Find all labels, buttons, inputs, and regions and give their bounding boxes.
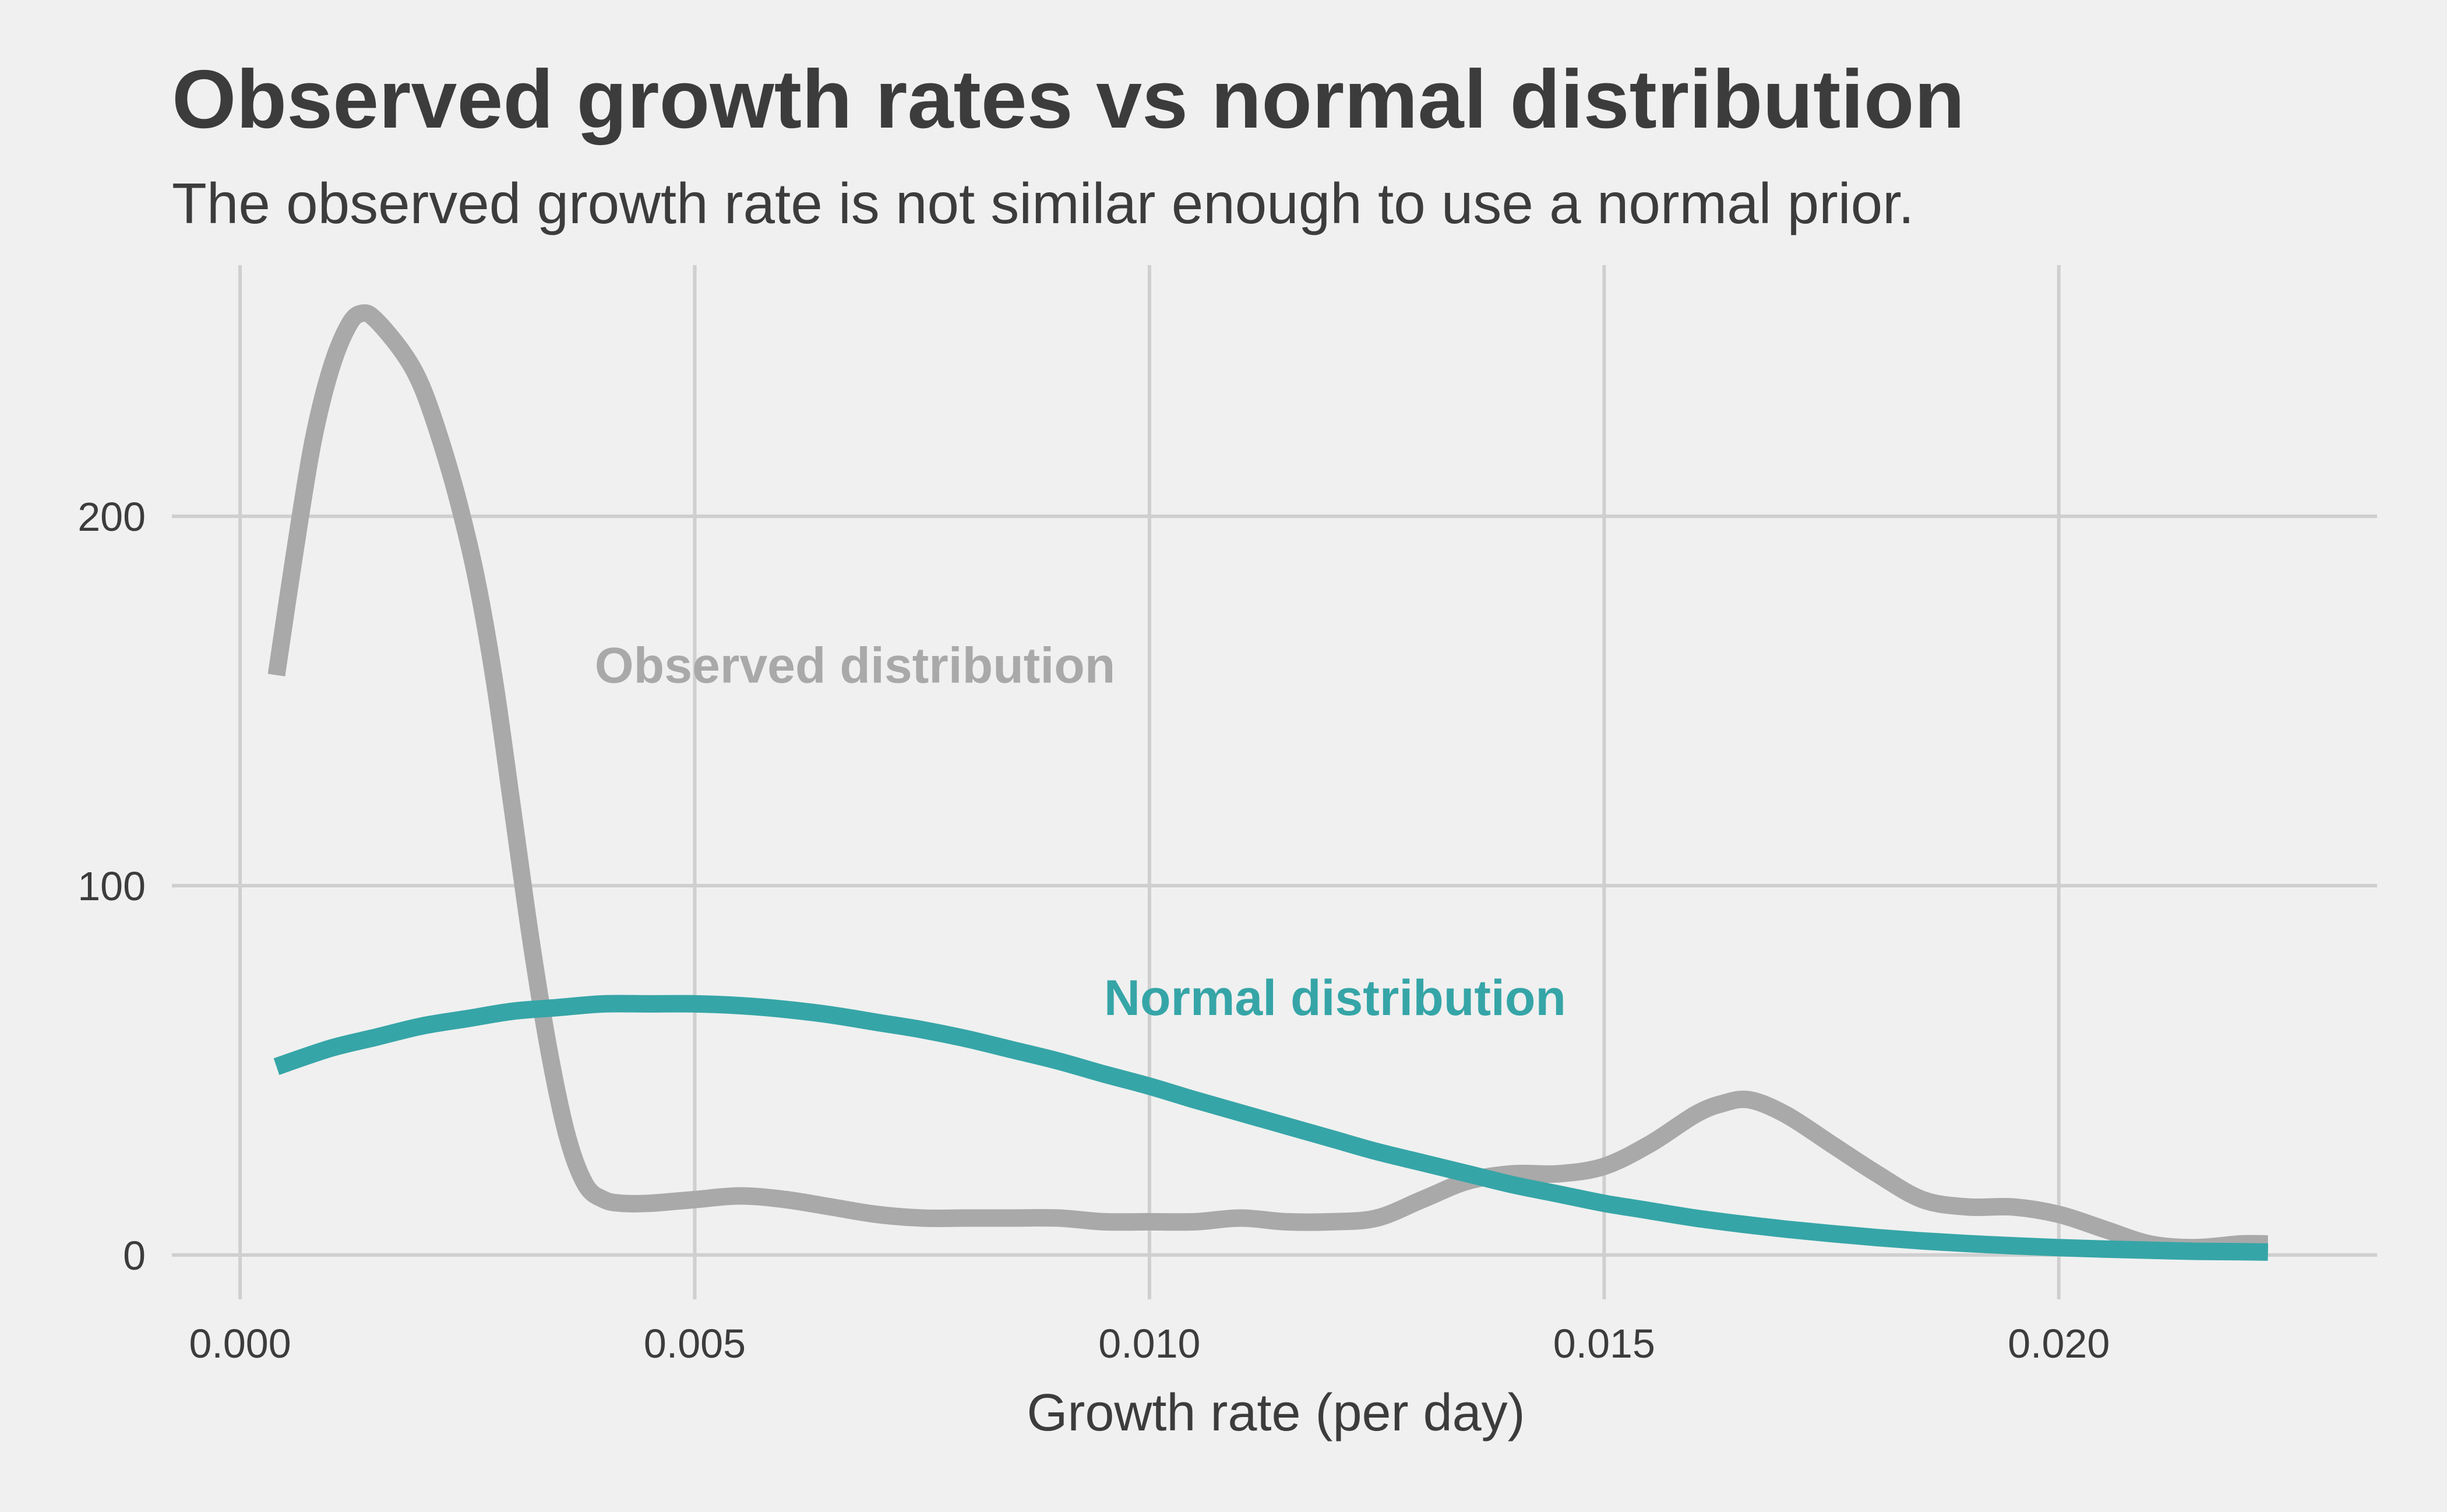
chart-title: Observed growth rates vs normal distribu… (172, 53, 1965, 146)
x-tick-label-4: 0.020 (2008, 1321, 2110, 1366)
y-tick-label-1: 100 (77, 864, 146, 909)
y-tick-label-2: 200 (77, 494, 146, 540)
x-tick-label-1: 0.005 (644, 1321, 746, 1366)
x-tick-label-2: 0.010 (1098, 1321, 1200, 1366)
series-annotations: Observed distribution Normal distribution (595, 637, 1566, 1026)
chart-subtitle: The observed growth rate is not similar … (172, 171, 1914, 235)
gridlines (172, 265, 2377, 1299)
series-line-0 (267, 304, 2268, 1257)
series-lines (267, 304, 2268, 1261)
series-annotation-0: Observed distribution (595, 637, 1116, 693)
tick-labels: 0.000 0.005 0.010 0.015 0.020 0 100 200 (77, 494, 2110, 1366)
series-line-1 (273, 995, 2268, 1261)
x-axis-title: Growth rate (per day) (1027, 1384, 1525, 1442)
x-tick-label-0: 0.000 (189, 1321, 291, 1366)
series-annotation-1: Normal distribution (1104, 970, 1566, 1026)
y-tick-label-0: 0 (123, 1233, 146, 1278)
x-tick-label-3: 0.015 (1553, 1321, 1655, 1366)
